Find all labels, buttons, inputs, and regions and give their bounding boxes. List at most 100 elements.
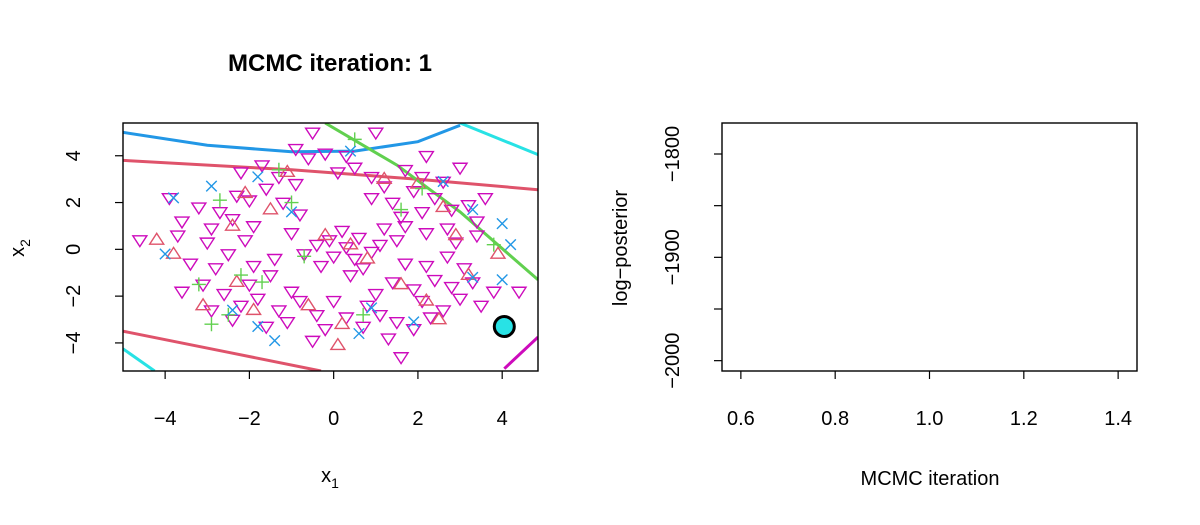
point-triangle-up-23 xyxy=(489,246,507,259)
scatter-y-tick-label: 2 xyxy=(63,197,85,208)
point-triangle-down-68 xyxy=(194,279,212,293)
boundary-curve-6 xyxy=(503,336,538,370)
point-triangle-down-109 xyxy=(325,295,342,309)
point-x-12 xyxy=(353,327,365,340)
point-plus-12 xyxy=(356,307,371,322)
scatter-x-tick-label: 2 xyxy=(412,408,423,430)
trace-y-tick-label: −1800 xyxy=(662,126,684,182)
point-triangle-down-9 xyxy=(274,197,292,211)
point-triangle-down-96 xyxy=(384,277,401,291)
point-triangle-down-90 xyxy=(434,305,452,319)
point-triangle-down-81 xyxy=(354,321,372,335)
point-triangle-down-47 xyxy=(350,232,368,246)
point-triangle-down-61 xyxy=(220,249,237,262)
point-triangle-up-15 xyxy=(228,274,246,287)
point-triangle-down-107 xyxy=(241,279,258,293)
point-triangle-down-54 xyxy=(354,263,372,276)
point-triangle-down-79 xyxy=(316,323,334,337)
point-triangle-down-21 xyxy=(329,167,347,181)
point-triangle-up-12 xyxy=(447,227,465,241)
point-triangle-down-7 xyxy=(245,221,262,234)
point-x-11 xyxy=(496,274,508,286)
scatter-y-axis: −4 −2 0 2 4 xyxy=(63,150,123,354)
point-triangle-down-91 xyxy=(451,293,469,307)
point-triangle-down-111 xyxy=(388,235,406,248)
point-plus-11 xyxy=(486,237,501,252)
point-triangle-up-14 xyxy=(418,292,435,306)
highlight-layer xyxy=(492,315,516,339)
boundary-curve-2 xyxy=(123,347,156,371)
point-plus-10 xyxy=(415,181,430,196)
point-triangle-down-95 xyxy=(405,284,422,298)
point-triangle-up-9 xyxy=(375,171,393,185)
point-plus-9 xyxy=(394,202,409,217)
point-triangle-down-6 xyxy=(224,214,241,227)
point-plus-5 xyxy=(204,317,219,332)
point-triangle-down-19 xyxy=(287,143,305,157)
point-triangle-down-18 xyxy=(338,150,355,164)
point-plus-13 xyxy=(233,268,248,283)
point-triangle-down-23 xyxy=(363,171,380,185)
boundary-curve-1 xyxy=(459,123,538,156)
point-triangle-down-101 xyxy=(418,260,435,274)
boundary-curve-4 xyxy=(123,329,322,371)
point-triangle-up-0 xyxy=(148,232,165,245)
point-plus-1 xyxy=(271,162,286,177)
scatter-y-tick-label: −4 xyxy=(63,332,85,355)
point-triangle-down-15 xyxy=(287,178,305,192)
trace-x-tick-label: 1.0 xyxy=(916,408,944,430)
boundary-curves xyxy=(123,123,538,371)
point-triangle-down-32 xyxy=(363,192,380,206)
point-x-4 xyxy=(285,206,298,218)
point-triangle-up-18 xyxy=(300,297,317,311)
point-triangle-down-58 xyxy=(131,235,149,248)
point-triangle-down-83 xyxy=(388,316,406,330)
point-triangle-down-31 xyxy=(384,197,401,211)
point-triangle-down-113 xyxy=(283,228,300,241)
point-triangle-down-16 xyxy=(300,153,317,167)
scatter-x-axis: −4 −2 0 2 4 xyxy=(154,371,508,430)
point-x-6 xyxy=(437,175,449,188)
scatter-y-label: x2 xyxy=(7,239,33,257)
point-triangle-down-2 xyxy=(211,207,229,220)
point-triangle-down-72 xyxy=(270,305,288,319)
point-plus-8 xyxy=(297,249,312,264)
point-x-17 xyxy=(365,302,378,314)
point-triangle-up-16 xyxy=(194,297,212,311)
point-triangle-down-69 xyxy=(215,288,233,302)
point-triangle-down-60 xyxy=(198,237,216,251)
point-triangle-down-29 xyxy=(426,192,444,206)
point-triangle-down-84 xyxy=(405,323,422,337)
trace-x-tick-label: 0.6 xyxy=(727,408,755,430)
point-triangle-down-93 xyxy=(443,281,460,295)
point-triangle-down-112 xyxy=(468,230,486,244)
trace-plot-frame xyxy=(721,122,1138,372)
scatter-y-label-main: x xyxy=(7,247,29,257)
scatter-y-tick-label: 0 xyxy=(63,244,85,255)
trace-y-tick-label: −1900 xyxy=(662,229,684,285)
point-triangle-down-52 xyxy=(333,225,351,239)
point-triangle-down-12 xyxy=(232,167,250,181)
scatter-x-label-main: x xyxy=(321,465,331,487)
point-triangle-down-24 xyxy=(375,181,393,195)
point-triangle-down-39 xyxy=(418,228,435,241)
point-triangle-down-53 xyxy=(312,260,330,274)
point-triangle-down-102 xyxy=(439,251,456,265)
point-x-5 xyxy=(344,145,357,157)
scatter-points xyxy=(131,127,528,365)
point-triangle-down-10 xyxy=(291,209,309,223)
point-triangle-up-8 xyxy=(359,250,376,264)
point-triangle-down-4 xyxy=(173,216,191,230)
boundary-curve-0 xyxy=(123,123,461,154)
point-triangle-down-92 xyxy=(472,300,490,314)
point-triangle-up-3 xyxy=(262,201,279,215)
point-triangle-down-25 xyxy=(396,164,414,178)
point-x-2 xyxy=(205,180,218,192)
point-triangle-down-63 xyxy=(207,263,224,276)
point-triangle-down-1 xyxy=(241,195,258,209)
point-triangle-down-88 xyxy=(304,335,321,349)
point-triangle-down-49 xyxy=(346,253,364,267)
point-triangle-up-7 xyxy=(316,227,334,241)
point-triangle-down-38 xyxy=(439,223,456,237)
point-triangle-down-36 xyxy=(460,199,477,213)
